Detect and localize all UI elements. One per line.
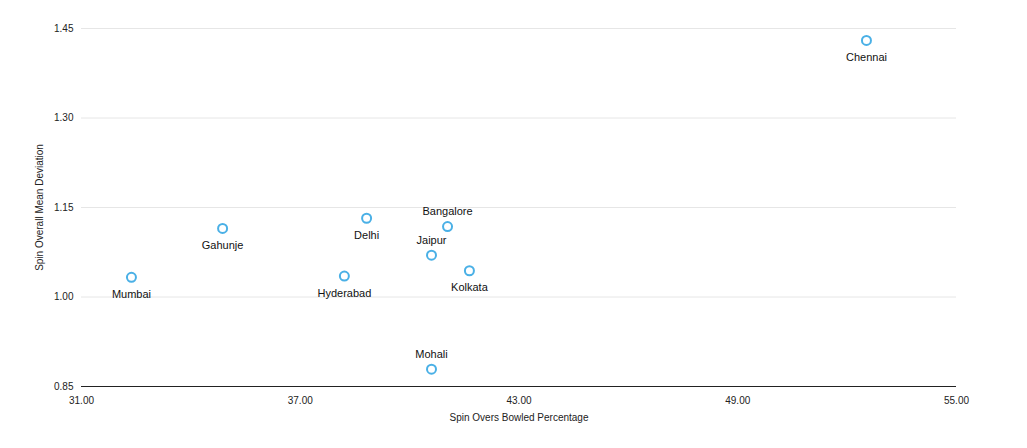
- svg-text:43.00: 43.00: [506, 395, 531, 406]
- svg-text:1.00: 1.00: [54, 291, 74, 302]
- svg-text:Delhi: Delhi: [354, 229, 379, 241]
- svg-text:1.15: 1.15: [54, 202, 74, 213]
- svg-text:Mohali: Mohali: [415, 348, 447, 360]
- svg-text:55.00: 55.00: [944, 395, 969, 406]
- svg-text:1.45: 1.45: [54, 23, 74, 34]
- svg-text:Hyderabad: Hyderabad: [317, 287, 371, 299]
- svg-text:49.00: 49.00: [725, 395, 750, 406]
- svg-text:Chennai: Chennai: [846, 51, 887, 63]
- svg-text:Mumbai: Mumbai: [112, 288, 151, 300]
- svg-text:Spin Overall Mean Deviation: Spin Overall Mean Deviation: [34, 144, 45, 271]
- svg-text:Gahunje: Gahunje: [202, 239, 244, 251]
- svg-text:Jaipur: Jaipur: [417, 234, 447, 246]
- svg-text:31.00: 31.00: [69, 395, 94, 406]
- svg-text:0.85: 0.85: [54, 381, 74, 392]
- svg-text:Bangalore: Bangalore: [422, 205, 472, 217]
- svg-text:37.00: 37.00: [288, 395, 313, 406]
- svg-text:Spin Overs Bowled Percentage: Spin Overs Bowled Percentage: [450, 412, 589, 423]
- svg-text:1.30: 1.30: [54, 112, 74, 123]
- svg-text:Kolkata: Kolkata: [451, 281, 489, 293]
